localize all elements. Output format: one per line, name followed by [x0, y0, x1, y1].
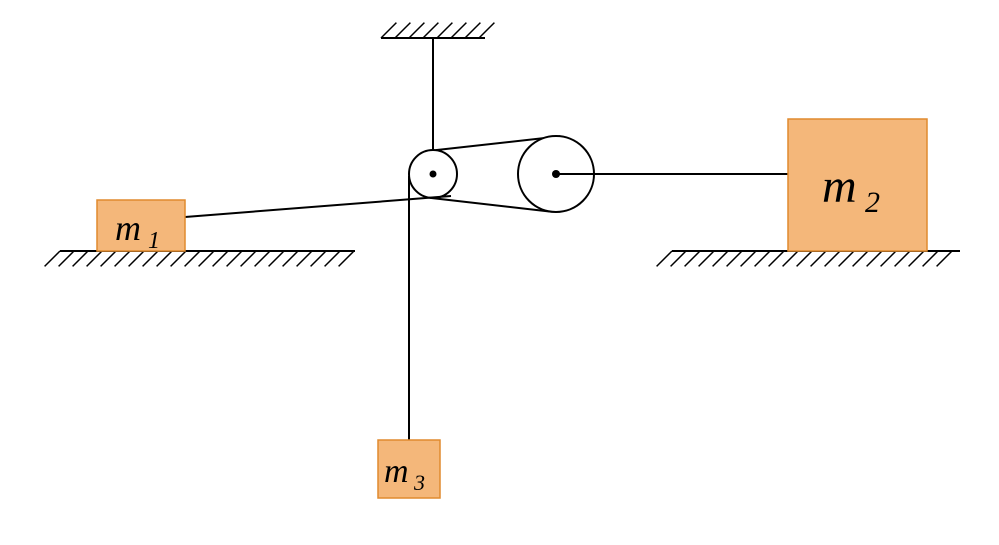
mass-2-subscript: 2	[865, 186, 880, 219]
surface-left-hatch	[45, 251, 354, 266]
mass-2-label: m	[822, 160, 857, 213]
surface-right-hatch	[657, 251, 952, 266]
ceiling-hatch	[381, 23, 494, 38]
mass-3-subscript: 3	[413, 470, 425, 495]
mass-3-label: m	[384, 453, 409, 490]
mass-2	[788, 119, 927, 251]
mass-1-label: m	[115, 208, 141, 248]
rope-m1	[185, 196, 451, 217]
mass-1	[97, 200, 185, 251]
pulley-small-hub	[430, 171, 437, 178]
mass-1-subscript: 1	[148, 228, 160, 254]
